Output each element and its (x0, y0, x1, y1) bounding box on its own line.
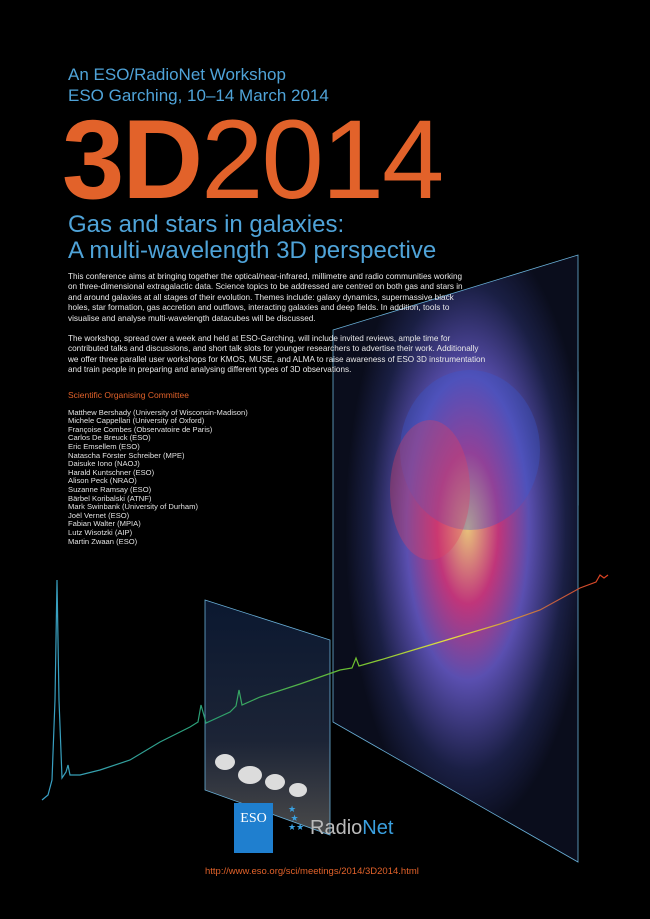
committee-member: Matthew Bershady (University of Wisconsi… (68, 407, 248, 417)
radionet-logo: RadioNet (310, 817, 393, 840)
subtitle-line-2: A multi-wavelength 3D perspective (68, 237, 437, 264)
main-title: 3D2014 (62, 104, 498, 216)
intro-paragraph: This conference aims at bringing togethe… (68, 272, 463, 323)
text-column: An ESO/RadioNet Workshop ESO Garching, 1… (62, 64, 498, 547)
radionet-logo-radio: Radio (310, 817, 363, 839)
workshop-paragraph: The workshop, spread over a week and hel… (68, 334, 486, 375)
galaxy-image-panel (332, 254, 579, 863)
workshop-url-link[interactable]: http://www.eso.org/sci/meetings/2014/3D2… (205, 866, 419, 877)
committee-member: Françoise Combes (Observatoire de Paris) (68, 424, 213, 434)
galaxy-glow-blue (400, 370, 540, 530)
committee-member: Suzanne Ramsay (ESO) (68, 485, 152, 494)
committee-member: Daisuke Iono (NAOJ) (68, 459, 140, 469)
title-regular: 2014 (201, 97, 444, 222)
eso-logo: ESO (234, 803, 273, 853)
radionet-stars-icon: ★ ★ ★★ (288, 804, 305, 832)
committee-member: Natascha Förster Schreiber (MPE) (68, 450, 185, 460)
committee-member: Michele Cappellari (University of Oxford… (68, 416, 205, 426)
committee-member: Martin Zwaan (ESO) (68, 536, 138, 546)
galaxy-glow-red (390, 420, 470, 560)
subtitle-line-1: Gas and stars in galaxies: (68, 211, 345, 238)
radionet-logo-net: Net (362, 817, 394, 839)
title-bold: 3D (62, 97, 203, 222)
committee-member: Lutz Wisotzki (AIP) (68, 527, 133, 537)
committee-member: Harald Kuntschner (ESO) (68, 467, 155, 477)
eso-logo-text: ESO (240, 811, 267, 826)
committee-member: Bärbel Koribalski (ATNF) (68, 493, 152, 503)
header-line-1: An ESO/RadioNet Workshop (68, 65, 286, 84)
committee-member: Joël Vernet (ESO) (68, 510, 130, 520)
alma-image-panel (204, 599, 331, 836)
committee-member: Carlos De Breuck (ESO) (68, 433, 151, 443)
spectrum-line (41, 574, 609, 801)
committee-member: Mark Swinbank (University of Durham) (68, 502, 198, 512)
committee-member: Eric Emsellem (ESO) (68, 442, 140, 452)
committee-title: Scientific Organising Committee (68, 389, 189, 400)
committee-member: Alison Peck (NRAO) (68, 476, 137, 486)
committee-list: Matthew Bershady (University of Wisconsi… (68, 407, 498, 547)
committee-member: Fabian Walter (MPIA) (68, 519, 141, 529)
alma-dishes (215, 754, 307, 797)
header-line-2: ESO Garching, 10–14 March 2014 (68, 86, 329, 105)
